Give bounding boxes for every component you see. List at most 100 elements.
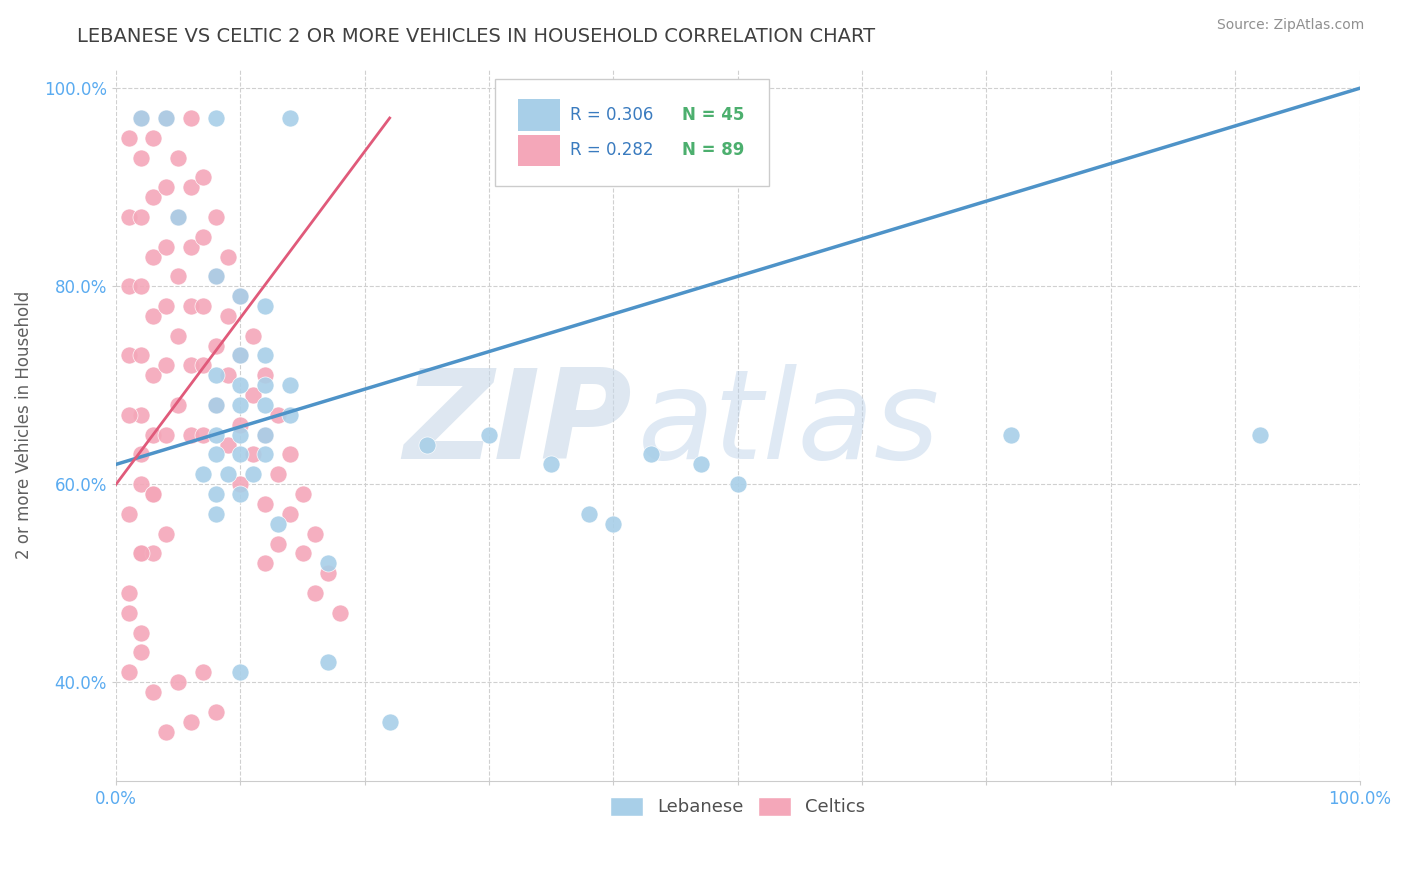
Point: [142, 487, 165, 501]
Point: [129, 546, 152, 560]
Point: [254, 556, 277, 570]
Point: [578, 507, 600, 521]
Point: [155, 724, 177, 739]
Point: [117, 130, 139, 145]
Point: [727, 477, 749, 491]
Point: [193, 665, 215, 680]
Point: [254, 368, 277, 383]
Point: [180, 111, 202, 125]
Point: [204, 338, 226, 352]
Point: [180, 714, 202, 729]
Point: [142, 685, 165, 699]
Point: [142, 368, 165, 383]
Point: [117, 606, 139, 620]
Point: [640, 447, 662, 461]
Point: [254, 447, 277, 461]
Point: [316, 566, 339, 581]
Point: [129, 645, 152, 659]
Point: [254, 427, 277, 442]
Point: [142, 250, 165, 264]
Point: [204, 111, 226, 125]
Point: [117, 210, 139, 224]
Point: [129, 210, 152, 224]
Point: [142, 130, 165, 145]
Point: [242, 328, 264, 343]
Point: [229, 427, 252, 442]
Point: [117, 408, 139, 422]
Point: [242, 467, 264, 482]
Point: [204, 487, 226, 501]
Point: [291, 546, 314, 560]
Text: N = 45: N = 45: [682, 106, 744, 124]
Text: N = 89: N = 89: [682, 142, 744, 160]
Point: [217, 368, 239, 383]
Point: [204, 507, 226, 521]
Point: [602, 516, 624, 531]
FancyBboxPatch shape: [517, 135, 560, 166]
Point: [142, 546, 165, 560]
Point: [304, 586, 326, 600]
Point: [204, 705, 226, 719]
Point: [217, 437, 239, 451]
Point: [117, 349, 139, 363]
Point: [316, 655, 339, 669]
Point: [1249, 427, 1271, 442]
Point: [229, 665, 252, 680]
Point: [329, 606, 352, 620]
Text: Source: ZipAtlas.com: Source: ZipAtlas.com: [1216, 18, 1364, 32]
Point: [129, 111, 152, 125]
Point: [204, 398, 226, 412]
Point: [254, 427, 277, 442]
Point: [267, 467, 290, 482]
Point: [540, 458, 562, 472]
Point: [167, 151, 190, 165]
Point: [142, 190, 165, 204]
Point: [229, 349, 252, 363]
Text: R = 0.306: R = 0.306: [569, 106, 654, 124]
Point: [229, 289, 252, 303]
Point: [204, 269, 226, 284]
Point: [180, 240, 202, 254]
Point: [229, 447, 252, 461]
Point: [129, 279, 152, 293]
Point: [278, 111, 301, 125]
Point: [180, 180, 202, 194]
Y-axis label: 2 or more Vehicles in Household: 2 or more Vehicles in Household: [15, 291, 32, 559]
Point: [254, 398, 277, 412]
Point: [204, 210, 226, 224]
Point: [167, 210, 190, 224]
Point: [129, 477, 152, 491]
Point: [229, 378, 252, 392]
Point: [229, 289, 252, 303]
Point: [117, 507, 139, 521]
Point: [217, 309, 239, 323]
Point: [278, 378, 301, 392]
Point: [193, 359, 215, 373]
Point: [155, 299, 177, 313]
Point: [129, 408, 152, 422]
Point: [278, 447, 301, 461]
Point: [180, 359, 202, 373]
Point: [117, 665, 139, 680]
Point: [217, 250, 239, 264]
Text: LEBANESE VS CELTIC 2 OR MORE VEHICLES IN HOUSEHOLD CORRELATION CHART: LEBANESE VS CELTIC 2 OR MORE VEHICLES IN…: [77, 27, 876, 45]
Point: [204, 447, 226, 461]
Point: [155, 359, 177, 373]
FancyBboxPatch shape: [517, 99, 560, 130]
Point: [416, 437, 439, 451]
Point: [254, 378, 277, 392]
Point: [129, 447, 152, 461]
Point: [180, 299, 202, 313]
Point: [180, 427, 202, 442]
Point: [267, 516, 290, 531]
Point: [316, 556, 339, 570]
Point: [254, 349, 277, 363]
Point: [155, 240, 177, 254]
Point: [478, 427, 501, 442]
Point: [278, 507, 301, 521]
Point: [167, 210, 190, 224]
Point: [242, 447, 264, 461]
Point: [193, 467, 215, 482]
Point: [1000, 427, 1022, 442]
Point: [689, 458, 711, 472]
